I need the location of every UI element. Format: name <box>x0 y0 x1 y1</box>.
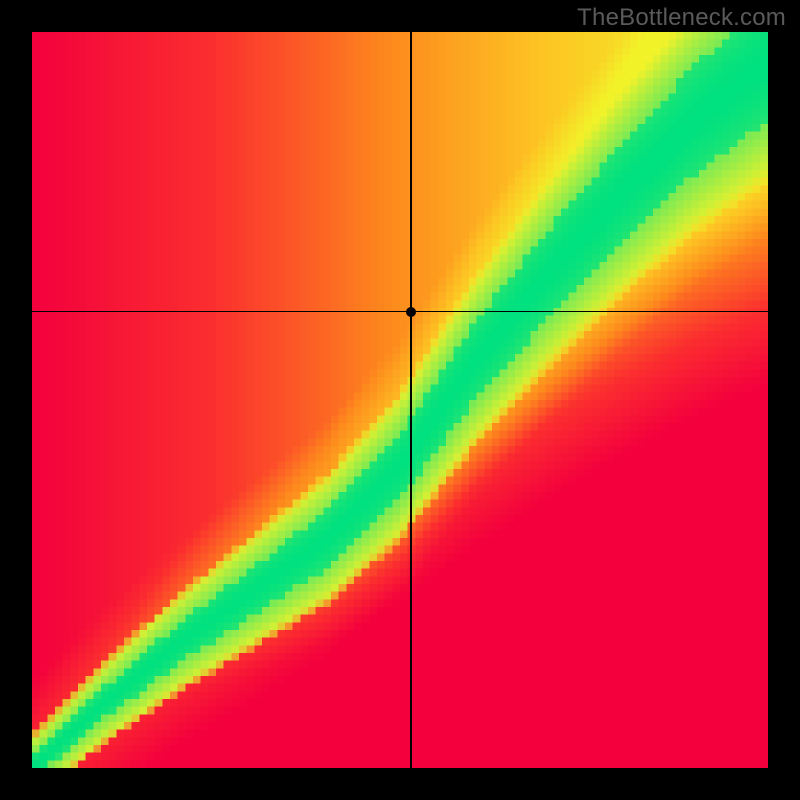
crosshair-vertical <box>410 32 412 768</box>
figure-root: TheBottleneck.com <box>0 0 800 800</box>
crosshair-marker <box>406 307 416 317</box>
watermark-brand: TheBottleneck.com <box>577 4 786 32</box>
crosshair-horizontal <box>32 311 768 313</box>
plot-area <box>32 32 768 768</box>
heatmap-canvas <box>32 32 768 768</box>
